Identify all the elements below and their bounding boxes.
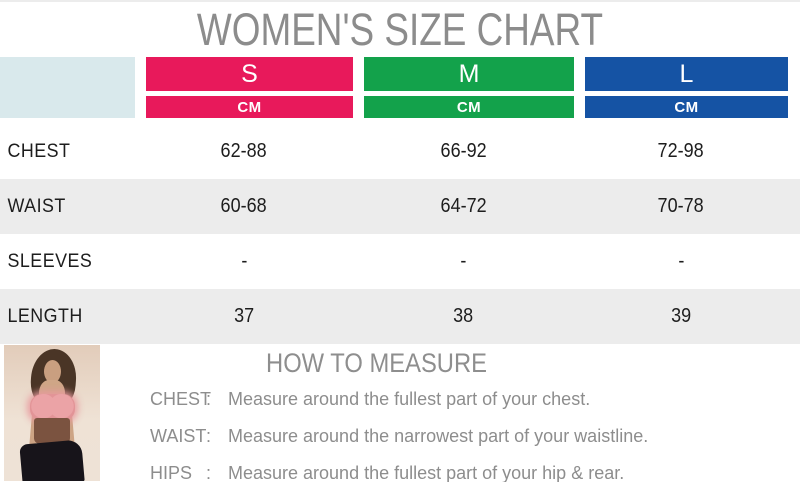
row-label: SLEEVES [7, 250, 93, 272]
measure-description: Measure around the narrowest part of you… [228, 426, 649, 446]
measure-instructions: HOW TO MEASURE CHEST : Measure around th… [104, 348, 649, 482]
cell-sleeves-l: - [677, 250, 684, 272]
model-pink-top [30, 394, 75, 421]
unit-label-m: CM [364, 96, 574, 118]
model-photo [4, 345, 100, 481]
row-label: CHEST [7, 140, 71, 162]
size-label-s: S [146, 57, 353, 91]
cell-waist-s: 60-68 [220, 195, 268, 217]
measure-term: HIPS [150, 463, 193, 482]
model-knit-top [34, 418, 70, 444]
unit-label-l: CM [585, 96, 788, 118]
page-title: WOMEN'S SIZE CHART [196, 4, 604, 55]
table-row-chest: CHEST 62-88 66-92 72-98 [0, 124, 800, 179]
measure-line-chest: CHEST : Measure around the fullest part … [150, 389, 649, 410]
measure-separator: : [206, 426, 212, 446]
row-label: WAIST [7, 195, 66, 217]
measure-term: CHEST [150, 389, 212, 409]
measure-line-waist: WAIST : Measure around the narrowest par… [150, 426, 649, 447]
cell-waist-l: 70-78 [657, 195, 705, 217]
cell-chest-m: 66-92 [440, 140, 487, 162]
cell-chest-s: 62-88 [220, 140, 268, 162]
table-row-waist: WAIST 60-68 64-72 70-78 [0, 179, 800, 234]
cell-length-l: 39 [670, 305, 692, 327]
measure-description: Measure around the fullest part of your … [228, 389, 591, 409]
model-face [44, 360, 61, 383]
cell-waist-m: 64-72 [440, 195, 487, 217]
table-body: CHEST 62-88 66-92 72-98 WAIST 60-68 64-7… [0, 124, 800, 344]
measure-separator: : [206, 463, 212, 482]
cell-length-m: 38 [453, 305, 474, 327]
model-skirt [19, 439, 85, 481]
how-to-measure-section: HOW TO MEASURE CHEST : Measure around th… [0, 344, 800, 482]
unit-label-s: CM [146, 96, 353, 118]
column-header-m: M CM [353, 57, 574, 118]
table-row-length: LENGTH 37 38 39 [0, 289, 800, 344]
size-label-l: L [585, 57, 788, 91]
table-corner-cell [0, 57, 135, 118]
measure-description: Measure around the fullest part of your … [228, 463, 625, 482]
cell-sleeves-m: - [460, 250, 467, 272]
column-header-l: L CM [574, 57, 788, 118]
measure-term: WAIST [150, 426, 207, 446]
measure-line-hips: HIPS : Measure around the fullest part o… [150, 463, 649, 482]
measure-separator: : [206, 389, 212, 409]
table-header-row: S CM M CM L CM [0, 57, 800, 118]
cell-length-s: 37 [233, 305, 255, 327]
size-chart-table: S CM M CM L CM CHEST 62-88 66-92 72-98 W… [0, 57, 800, 344]
cell-sleeves-s: - [240, 250, 247, 272]
cell-chest-l: 72-98 [657, 140, 705, 162]
table-row-sleeves: SLEEVES - - - [0, 234, 800, 289]
how-to-measure-heading: HOW TO MEASURE [266, 348, 487, 378]
column-header-s: S CM [135, 57, 353, 118]
size-label-m: M [364, 57, 574, 91]
row-label: LENGTH [7, 305, 83, 327]
